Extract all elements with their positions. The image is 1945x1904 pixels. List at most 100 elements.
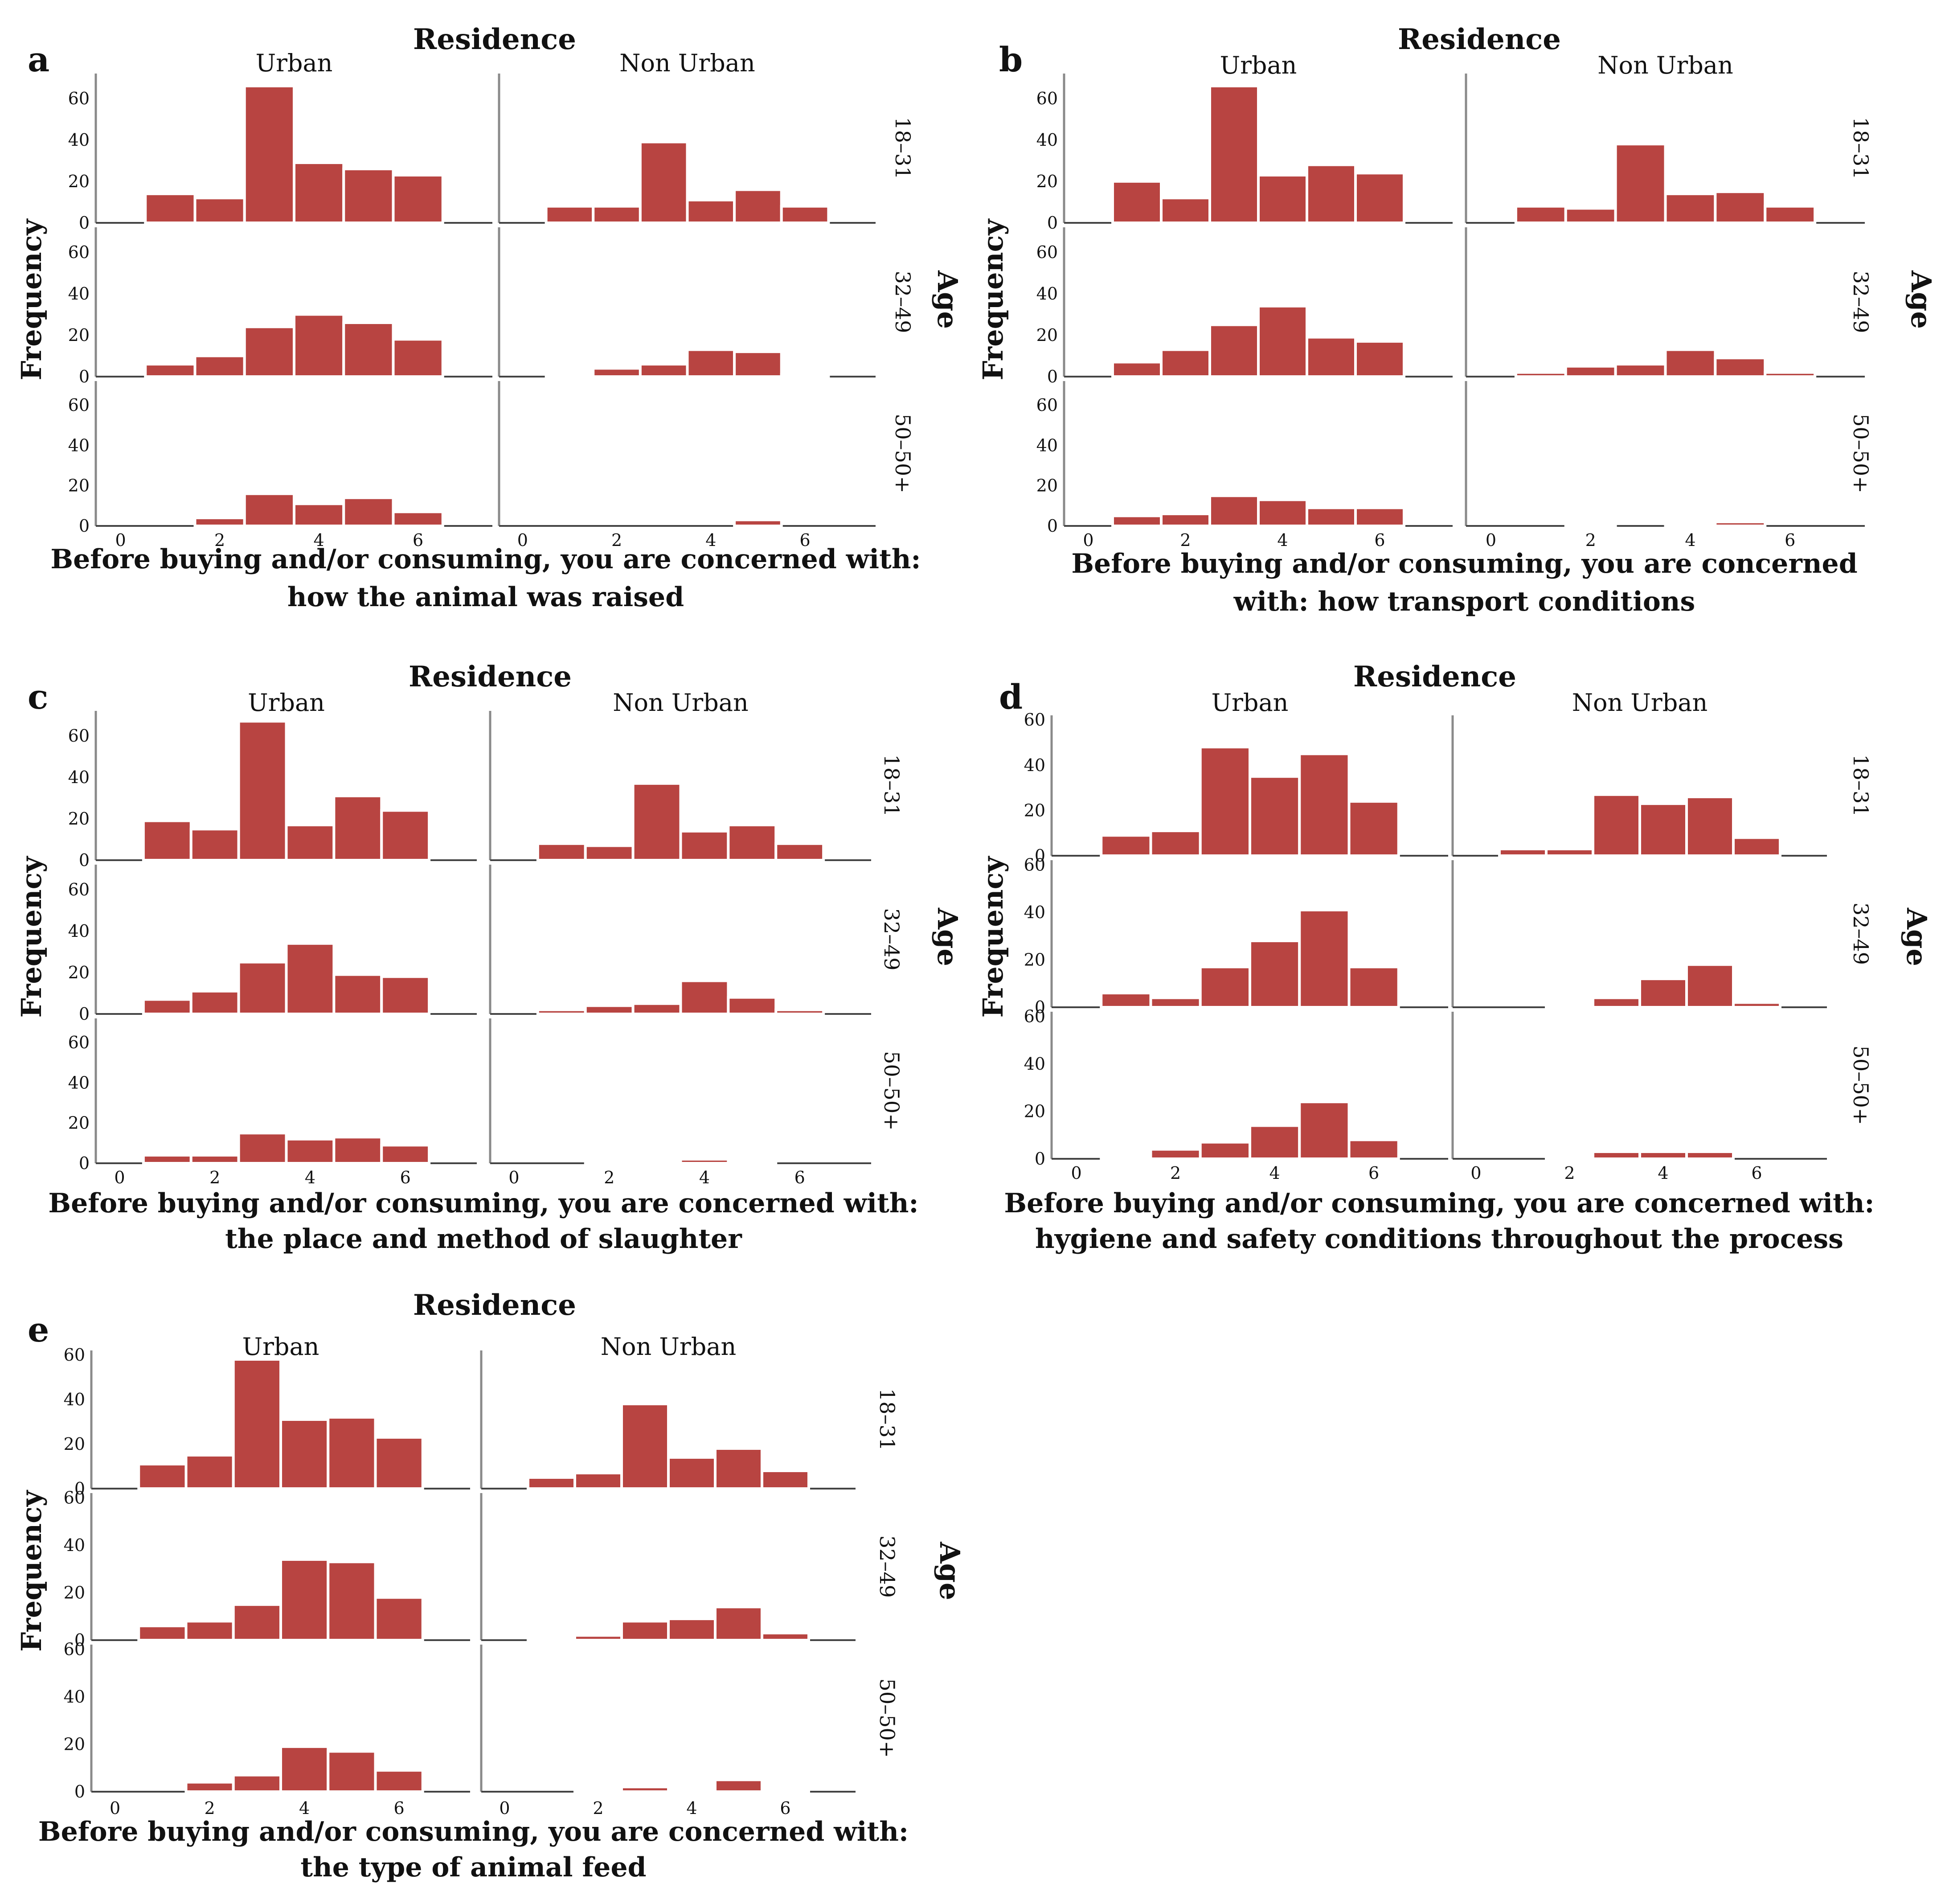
y-tick-label: 60 xyxy=(1024,1007,1045,1026)
histogram-bar xyxy=(780,373,830,378)
histogram-bar xyxy=(733,518,783,528)
histogram-bar xyxy=(193,354,246,378)
chart-panel-c: c Residence Frequency Age Before buying and/… xyxy=(15,660,964,1255)
residence-column-label: Urban xyxy=(1212,689,1289,717)
histogram-bar xyxy=(686,348,736,378)
y-tick-label: 0 xyxy=(79,1004,90,1024)
x-tick-label: 0 xyxy=(115,530,126,550)
y-tick-label: 60 xyxy=(68,242,90,262)
x-tick-label: 6 xyxy=(1785,530,1795,550)
x-tick-label: 6 xyxy=(1374,530,1385,550)
histogram-bar xyxy=(279,1418,330,1490)
histogram-bar xyxy=(293,313,345,378)
chart-panel-b: b Residence Frequency Age Before buying and/… xyxy=(977,23,1937,617)
frequency-axis-label: Frequency xyxy=(15,856,48,1018)
x-axis-label-line-2: how the animal was raised xyxy=(287,582,684,613)
histogram-bar xyxy=(1354,506,1405,527)
x-tick-label: 0 xyxy=(110,1798,120,1818)
histogram-bar xyxy=(392,510,444,528)
histogram-bar xyxy=(620,1785,670,1793)
histogram-bar xyxy=(1545,1155,1594,1160)
histogram-bar xyxy=(1100,1155,1152,1160)
residence-title: Residence xyxy=(409,660,572,693)
histogram-bar xyxy=(592,205,642,224)
x-tick-label: 6 xyxy=(799,530,810,550)
histogram-bar xyxy=(1514,205,1567,224)
histogram-bar xyxy=(237,960,288,1015)
x-tick-label: 4 xyxy=(1277,530,1288,550)
y-tick-label: 60 xyxy=(1036,242,1058,262)
age-row-label: 18–31 xyxy=(880,754,904,817)
x-tick-label: 4 xyxy=(305,1168,315,1187)
age-row-label: 50–50+ xyxy=(891,414,915,493)
y-tick-label: 0 xyxy=(1047,367,1058,386)
panel-label: d xyxy=(999,677,1023,717)
histogram-bar xyxy=(1100,992,1152,1009)
histogram-bar xyxy=(584,1160,635,1165)
histogram-bar xyxy=(1298,1100,1351,1160)
y-tick-label: 60 xyxy=(68,395,90,415)
y-tick-label: 40 xyxy=(64,1390,85,1409)
histogram-bar xyxy=(667,1456,717,1490)
histogram-bar xyxy=(545,205,595,224)
histogram-bar xyxy=(1306,163,1357,224)
x-axis-label-line-1: Before buying and/or consuming, you are … xyxy=(38,1816,909,1847)
y-tick-label: 20 xyxy=(68,1113,90,1133)
histogram-bar xyxy=(327,1416,377,1490)
y-tick-label: 20 xyxy=(64,1735,85,1754)
y-tick-label: 0 xyxy=(1047,213,1058,233)
y-tick-label: 60 xyxy=(1024,855,1045,875)
histogram-bar xyxy=(573,1634,623,1642)
age-row-label: 18–31 xyxy=(1849,117,1873,179)
y-tick-label: 60 xyxy=(1024,710,1045,730)
histogram-bar xyxy=(727,823,778,862)
x-tick-label: 2 xyxy=(1585,530,1596,550)
histogram-bar xyxy=(243,84,295,225)
y-tick-label: 20 xyxy=(1024,800,1045,820)
histogram-bar xyxy=(279,1745,330,1793)
histogram-bar xyxy=(1545,1003,1594,1009)
y-tick-label: 20 xyxy=(68,476,90,496)
histogram-bar xyxy=(189,989,240,1016)
histogram-bar xyxy=(1714,357,1767,378)
histogram-bar xyxy=(1732,1001,1781,1009)
histogram-bar xyxy=(1199,965,1251,1009)
histogram-bar xyxy=(1714,190,1767,225)
panel-label: c xyxy=(28,677,48,717)
y-tick-label: 40 xyxy=(1024,1054,1045,1074)
y-tick-label: 40 xyxy=(64,1687,85,1707)
residence-column-label: Urban xyxy=(242,1333,319,1361)
x-tick-label: 4 xyxy=(1269,1163,1280,1183)
histogram-bar xyxy=(620,1620,670,1642)
x-tick-label: 2 xyxy=(604,1168,614,1187)
histogram-bar xyxy=(184,1781,235,1793)
y-tick-label: 20 xyxy=(68,963,90,982)
histogram-bar xyxy=(1111,514,1163,527)
histogram-bar xyxy=(144,192,197,224)
histogram-bar xyxy=(1298,908,1351,1009)
histogram-bar xyxy=(279,1558,330,1642)
x-tick-label: 4 xyxy=(1685,530,1695,550)
y-tick-label: 40 xyxy=(64,1535,85,1555)
histogram-bar xyxy=(1208,84,1260,225)
histogram-bar xyxy=(1347,1138,1400,1160)
histogram-bar xyxy=(1298,752,1351,857)
histogram-bar xyxy=(639,140,689,224)
histogram-bar xyxy=(1545,847,1594,857)
histogram-bar xyxy=(184,1620,235,1642)
x-axis-label-line-2: the type of animal feed xyxy=(300,1852,646,1883)
age-row-label: 18–31 xyxy=(875,1388,899,1451)
histogram-bar xyxy=(380,975,431,1015)
histogram-bar xyxy=(631,1160,682,1165)
y-tick-label: 0 xyxy=(79,516,90,536)
histogram-bar xyxy=(374,1596,424,1641)
histogram-bar xyxy=(142,998,192,1015)
histogram-bar xyxy=(1199,1141,1251,1161)
histogram-bar xyxy=(327,1750,377,1793)
y-tick-label: 40 xyxy=(68,284,90,304)
histogram-bar xyxy=(733,350,783,378)
y-tick-label: 60 xyxy=(68,726,90,746)
histogram-bar xyxy=(1208,323,1260,378)
histogram-bar xyxy=(584,1004,635,1016)
histogram-bar xyxy=(679,829,730,862)
